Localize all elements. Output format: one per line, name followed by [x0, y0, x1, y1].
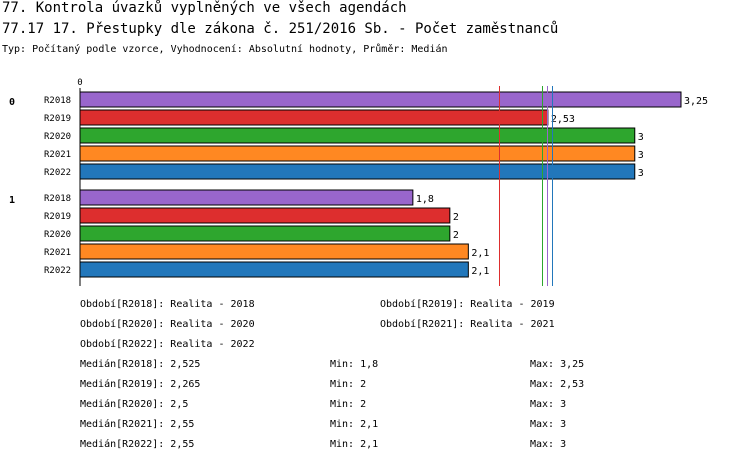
- stat-min-r2022: Min: 2,1: [330, 439, 379, 450]
- bar-1-r2022: [79, 261, 469, 278]
- category-label-r2022: R2022: [44, 168, 71, 178]
- stat-min-r2021: Min: 2,1: [330, 419, 379, 430]
- bar-chart: 0 0 R2018 3,25 R2019 2,53 R2020 3 R2021 3 R2022 3 1 R…: [9, 78, 708, 286]
- stat-min-r2018: Min: 1,8: [330, 359, 379, 370]
- legend-period-r2022: Období[R2022]: Realita - 2022: [80, 339, 255, 350]
- value-label-1-r2020: 2: [453, 230, 459, 241]
- category-label-r2018: R2018: [44, 194, 71, 204]
- bar-1-r2021: [79, 243, 469, 260]
- value-label-0-r2018: 3,25: [684, 96, 708, 107]
- value-label-0-r2022: 3: [638, 168, 644, 179]
- group-label-1: 1: [9, 195, 15, 206]
- stat-median-r2020: Medián[R2020]: 2,5: [80, 399, 189, 410]
- bar-0-r2020: [79, 127, 636, 144]
- chart-type-line: Typ: Počítaný podle vzorce, Vyhodnocení:…: [2, 44, 448, 55]
- category-label-r2019: R2019: [44, 114, 71, 124]
- category-label-r2018: R2018: [44, 96, 71, 106]
- category-label-r2022: R2022: [44, 266, 71, 276]
- bar-1-r2020: [79, 225, 451, 242]
- bar-1-r2018: [79, 189, 414, 206]
- category-label-r2019: R2019: [44, 212, 71, 222]
- bar-0-r2019: [79, 109, 549, 126]
- value-label-1-r2018: 1,8: [416, 194, 434, 205]
- page-title: 77. Kontrola úvazků vyplněných ve všech …: [2, 0, 407, 16]
- stat-max-r2021: Max: 3: [530, 419, 567, 430]
- stat-median-r2022: Medián[R2022]: 2,55: [80, 439, 195, 450]
- group-label-0: 0: [9, 97, 15, 108]
- legend-period-r2021: Období[R2021]: Realita - 2021: [380, 319, 555, 330]
- stat-max-r2018: Max: 3,25: [530, 359, 585, 370]
- stat-max-r2022: Max: 3: [530, 439, 567, 450]
- value-label-0-r2021: 3: [638, 150, 644, 161]
- value-label-0-r2020: 3: [638, 132, 644, 143]
- stat-max-r2019: Max: 2,53: [530, 379, 585, 390]
- legend-period-r2018: Období[R2018]: Realita - 2018: [80, 299, 255, 310]
- bar-0-r2018: [79, 91, 682, 108]
- stat-min-r2020: Min: 2: [330, 399, 367, 410]
- stat-max-r2020: Max: 3: [530, 399, 567, 410]
- category-label-r2020: R2020: [44, 230, 71, 240]
- value-label-1-r2022: 2,1: [471, 266, 489, 277]
- value-label-1-r2021: 2,1: [471, 248, 489, 259]
- category-label-r2020: R2020: [44, 132, 71, 142]
- stat-median-r2021: Medián[R2021]: 2,55: [80, 419, 195, 430]
- stat-median-r2019: Medián[R2019]: 2,265: [80, 379, 201, 390]
- stat-median-r2018: Medián[R2018]: 2,525: [80, 359, 201, 370]
- stat-min-r2019: Min: 2: [330, 379, 367, 390]
- value-label-1-r2019: 2: [453, 212, 459, 223]
- bar-1-r2019: [79, 207, 451, 224]
- bar-0-r2022: [79, 163, 636, 180]
- category-label-r2021: R2021: [44, 150, 71, 160]
- bar-0-r2021: [79, 145, 636, 162]
- legend-period-r2019: Období[R2019]: Realita - 2019: [380, 299, 555, 310]
- value-label-0-r2019: 2,53: [551, 114, 575, 125]
- category-label-r2021: R2021: [44, 248, 71, 258]
- legend-period-r2020: Období[R2020]: Realita - 2020: [80, 319, 255, 330]
- x-axis-zero-label: 0: [77, 78, 82, 88]
- chart-subtitle: 77.17 17. Přestupky dle zákona č. 251/20…: [2, 21, 559, 37]
